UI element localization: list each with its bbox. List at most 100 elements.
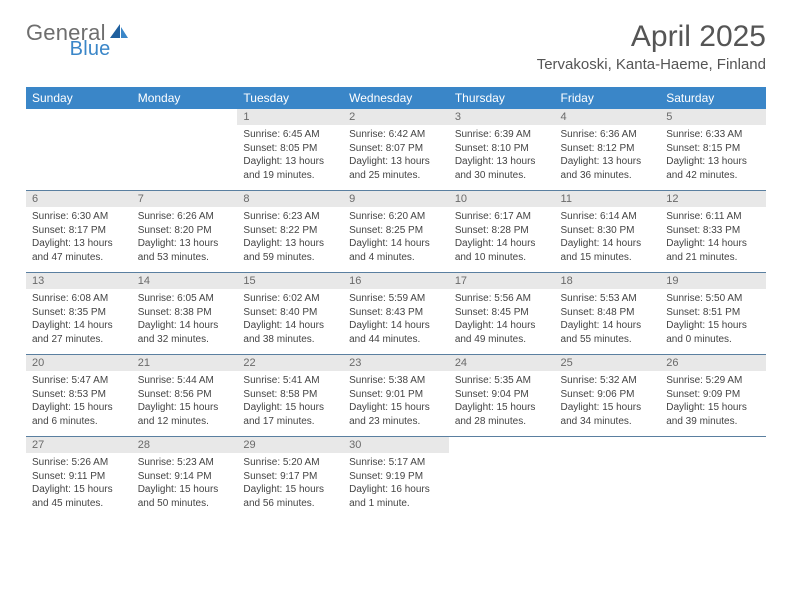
weekday-header-row: SundayMondayTuesdayWednesdayThursdayFrid… [26, 87, 766, 109]
calendar-cell [26, 109, 132, 191]
sunset-text: Sunset: 8:56 PM [138, 388, 232, 402]
sunset-text: Sunset: 8:58 PM [243, 388, 337, 402]
sunrise-text: Sunrise: 6:39 AM [455, 128, 549, 142]
calendar-cell: 23Sunrise: 5:38 AMSunset: 9:01 PMDayligh… [343, 355, 449, 437]
day-body: Sunrise: 5:35 AMSunset: 9:04 PMDaylight:… [449, 371, 555, 436]
sunrise-text: Sunrise: 6:14 AM [561, 210, 655, 224]
day-number: 13 [26, 273, 132, 289]
calendar-cell: 6Sunrise: 6:30 AMSunset: 8:17 PMDaylight… [26, 191, 132, 273]
calendar-cell: 18Sunrise: 5:53 AMSunset: 8:48 PMDayligh… [555, 273, 661, 355]
day-number: 9 [343, 191, 449, 207]
sunset-text: Sunset: 8:38 PM [138, 306, 232, 320]
day-body: Sunrise: 6:14 AMSunset: 8:30 PMDaylight:… [555, 207, 661, 272]
calendar-cell: 22Sunrise: 5:41 AMSunset: 8:58 PMDayligh… [237, 355, 343, 437]
calendar-week: 6Sunrise: 6:30 AMSunset: 8:17 PMDaylight… [26, 191, 766, 273]
day-body: Sunrise: 5:26 AMSunset: 9:11 PMDaylight:… [26, 453, 132, 518]
calendar-table: SundayMondayTuesdayWednesdayThursdayFrid… [26, 87, 766, 518]
sunrise-text: Sunrise: 5:17 AM [349, 456, 443, 470]
sunrise-text: Sunrise: 6:30 AM [32, 210, 126, 224]
sunset-text: Sunset: 9:14 PM [138, 470, 232, 484]
sunrise-text: Sunrise: 6:23 AM [243, 210, 337, 224]
day-body: Sunrise: 5:38 AMSunset: 9:01 PMDaylight:… [343, 371, 449, 436]
sunrise-text: Sunrise: 5:29 AM [666, 374, 760, 388]
daylight-text: Daylight: 13 hours and 25 minutes. [349, 155, 443, 182]
day-number: 24 [449, 355, 555, 371]
day-body: Sunrise: 6:33 AMSunset: 8:15 PMDaylight:… [660, 125, 766, 190]
day-body: Sunrise: 5:56 AMSunset: 8:45 PMDaylight:… [449, 289, 555, 354]
calendar-week: 27Sunrise: 5:26 AMSunset: 9:11 PMDayligh… [26, 437, 766, 519]
month-title: April 2025 [537, 20, 766, 54]
day-body: Sunrise: 5:17 AMSunset: 9:19 PMDaylight:… [343, 453, 449, 518]
day-body: Sunrise: 5:23 AMSunset: 9:14 PMDaylight:… [132, 453, 238, 518]
calendar-cell: 4Sunrise: 6:36 AMSunset: 8:12 PMDaylight… [555, 109, 661, 191]
day-body: Sunrise: 5:50 AMSunset: 8:51 PMDaylight:… [660, 289, 766, 354]
day-number: 27 [26, 437, 132, 453]
calendar-cell: 10Sunrise: 6:17 AMSunset: 8:28 PMDayligh… [449, 191, 555, 273]
day-body: Sunrise: 6:23 AMSunset: 8:22 PMDaylight:… [237, 207, 343, 272]
calendar-cell: 16Sunrise: 5:59 AMSunset: 8:43 PMDayligh… [343, 273, 449, 355]
daylight-text: Daylight: 14 hours and 27 minutes. [32, 319, 126, 346]
weekday-header: Wednesday [343, 87, 449, 109]
sunrise-text: Sunrise: 6:26 AM [138, 210, 232, 224]
day-number: 10 [449, 191, 555, 207]
daylight-text: Daylight: 15 hours and 45 minutes. [32, 483, 126, 510]
day-number: 21 [132, 355, 238, 371]
day-number: 19 [660, 273, 766, 289]
daylight-text: Daylight: 14 hours and 44 minutes. [349, 319, 443, 346]
sunset-text: Sunset: 8:53 PM [32, 388, 126, 402]
day-body: Sunrise: 5:53 AMSunset: 8:48 PMDaylight:… [555, 289, 661, 354]
daylight-text: Daylight: 13 hours and 53 minutes. [138, 237, 232, 264]
calendar-cell: 14Sunrise: 6:05 AMSunset: 8:38 PMDayligh… [132, 273, 238, 355]
daylight-text: Daylight: 14 hours and 15 minutes. [561, 237, 655, 264]
day-number: 1 [237, 109, 343, 125]
day-body: Sunrise: 5:47 AMSunset: 8:53 PMDaylight:… [26, 371, 132, 436]
calendar-week: 20Sunrise: 5:47 AMSunset: 8:53 PMDayligh… [26, 355, 766, 437]
sunset-text: Sunset: 9:06 PM [561, 388, 655, 402]
calendar-cell: 30Sunrise: 5:17 AMSunset: 9:19 PMDayligh… [343, 437, 449, 519]
daylight-text: Daylight: 15 hours and 56 minutes. [243, 483, 337, 510]
sunset-text: Sunset: 8:43 PM [349, 306, 443, 320]
daylight-text: Daylight: 15 hours and 12 minutes. [138, 401, 232, 428]
daylight-text: Daylight: 15 hours and 17 minutes. [243, 401, 337, 428]
daylight-text: Daylight: 13 hours and 30 minutes. [455, 155, 549, 182]
daylight-text: Daylight: 14 hours and 21 minutes. [666, 237, 760, 264]
sunset-text: Sunset: 8:51 PM [666, 306, 760, 320]
day-number: 26 [660, 355, 766, 371]
daylight-text: Daylight: 16 hours and 1 minute. [349, 483, 443, 510]
day-body: Sunrise: 6:02 AMSunset: 8:40 PMDaylight:… [237, 289, 343, 354]
sunset-text: Sunset: 9:19 PM [349, 470, 443, 484]
sunset-text: Sunset: 8:22 PM [243, 224, 337, 238]
day-number: 2 [343, 109, 449, 125]
day-body: Sunrise: 6:42 AMSunset: 8:07 PMDaylight:… [343, 125, 449, 190]
sunset-text: Sunset: 8:35 PM [32, 306, 126, 320]
day-body: Sunrise: 6:20 AMSunset: 8:25 PMDaylight:… [343, 207, 449, 272]
sunrise-text: Sunrise: 6:42 AM [349, 128, 443, 142]
daylight-text: Daylight: 15 hours and 50 minutes. [138, 483, 232, 510]
day-body: Sunrise: 5:20 AMSunset: 9:17 PMDaylight:… [237, 453, 343, 518]
calendar-cell: 28Sunrise: 5:23 AMSunset: 9:14 PMDayligh… [132, 437, 238, 519]
calendar-cell: 25Sunrise: 5:32 AMSunset: 9:06 PMDayligh… [555, 355, 661, 437]
title-block: April 2025 Tervakoski, Kanta-Haeme, Finl… [537, 20, 766, 73]
daylight-text: Daylight: 13 hours and 59 minutes. [243, 237, 337, 264]
sunset-text: Sunset: 8:17 PM [32, 224, 126, 238]
sunrise-text: Sunrise: 5:47 AM [32, 374, 126, 388]
day-number: 29 [237, 437, 343, 453]
daylight-text: Daylight: 15 hours and 23 minutes. [349, 401, 443, 428]
sunset-text: Sunset: 8:05 PM [243, 142, 337, 156]
sunrise-text: Sunrise: 6:02 AM [243, 292, 337, 306]
calendar-cell: 24Sunrise: 5:35 AMSunset: 9:04 PMDayligh… [449, 355, 555, 437]
calendar-cell: 1Sunrise: 6:45 AMSunset: 8:05 PMDaylight… [237, 109, 343, 191]
calendar-cell: 5Sunrise: 6:33 AMSunset: 8:15 PMDaylight… [660, 109, 766, 191]
daylight-text: Daylight: 15 hours and 0 minutes. [666, 319, 760, 346]
calendar-cell: 15Sunrise: 6:02 AMSunset: 8:40 PMDayligh… [237, 273, 343, 355]
day-number: 17 [449, 273, 555, 289]
day-body: Sunrise: 6:08 AMSunset: 8:35 PMDaylight:… [26, 289, 132, 354]
day-body: Sunrise: 5:59 AMSunset: 8:43 PMDaylight:… [343, 289, 449, 354]
day-body: Sunrise: 5:41 AMSunset: 8:58 PMDaylight:… [237, 371, 343, 436]
day-number: 5 [660, 109, 766, 125]
daylight-text: Daylight: 13 hours and 42 minutes. [666, 155, 760, 182]
calendar-cell: 12Sunrise: 6:11 AMSunset: 8:33 PMDayligh… [660, 191, 766, 273]
day-body: Sunrise: 6:05 AMSunset: 8:38 PMDaylight:… [132, 289, 238, 354]
calendar-cell [449, 437, 555, 519]
day-number: 3 [449, 109, 555, 125]
